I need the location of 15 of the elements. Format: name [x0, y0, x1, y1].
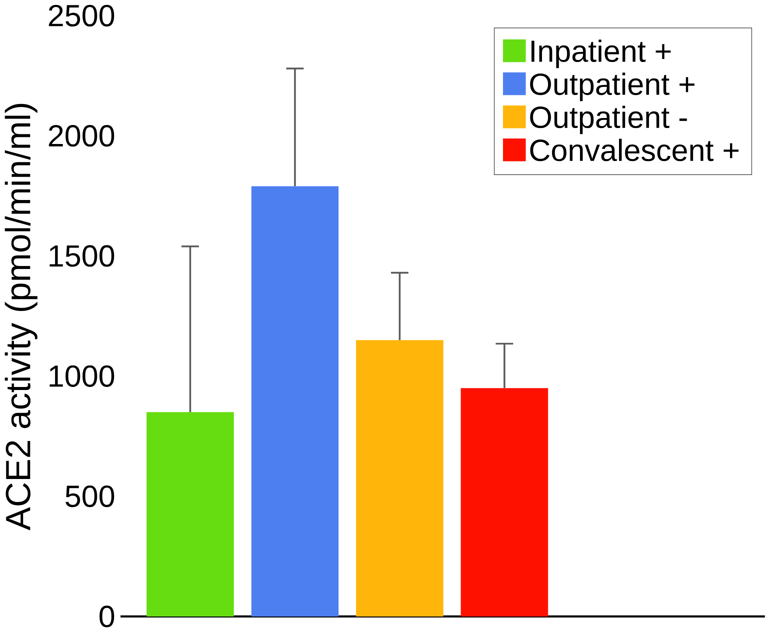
y-tick-label: 0: [100, 606, 114, 628]
bar: [356, 340, 444, 616]
y-tick-label: 500: [66, 485, 114, 508]
legend-label: Convalescent +: [530, 138, 739, 162]
bar: [146, 412, 234, 616]
legend-label: Outpatient +: [530, 72, 694, 102]
legend-label: Inpatient +: [532, 40, 671, 68]
y-tick-label: 1000: [50, 365, 114, 387]
y-tick-label: 2000: [48, 124, 114, 147]
legend-label: Outpatient -: [530, 106, 687, 134]
bar: [460, 388, 548, 616]
y-axis-title: ACE2 activity (pmol/min/ml): [4, 104, 38, 530]
y-tick-label: 1500: [50, 245, 114, 267]
bar: [251, 186, 339, 616]
y-tick-label: 2500: [48, 4, 114, 26]
